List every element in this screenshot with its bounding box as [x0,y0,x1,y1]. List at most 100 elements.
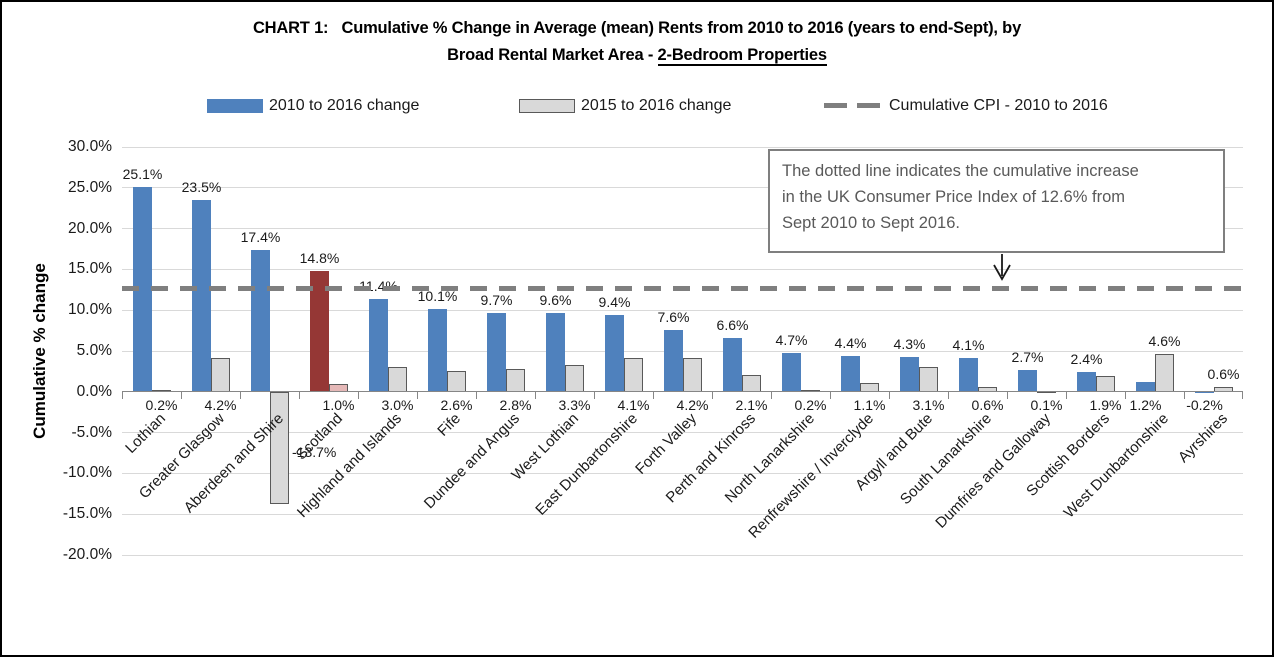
y-tick-label: -5.0% [71,423,113,441]
gridline [122,513,1243,515]
x-axis-tick [948,391,949,399]
bar-label: 4.2% [676,396,709,413]
bar-label: 6.6% [716,316,749,333]
x-axis-tick [1066,391,1067,399]
cpi-dashed-line [122,286,1243,292]
y-tick-label: 30.0% [68,138,112,155]
bar-label: 0.2% [145,396,178,413]
bar-2015-2016-west-dunbartonshire [1155,354,1174,392]
bar-label: 10.1% [417,288,458,305]
bar-label: 0.6% [971,396,1004,413]
gridline [122,268,1243,270]
bar-label: 9.6% [539,292,572,309]
x-axis-tick [830,391,831,399]
bar-label: 4.2% [204,396,237,413]
x-axis-tick [476,391,477,399]
bar-2010-2016-scotland [310,271,329,392]
bar-label: 1.9% [1089,396,1122,413]
legend-label-cpi: Cumulative CPI - 2010 to 2016 [889,97,1108,114]
bar-2015-2016-greater-glasgow [211,357,230,392]
annotation-arrow-icon [993,254,1011,281]
y-tick-label: -10.0% [62,464,112,482]
bar-label: 0.2% [794,396,827,413]
bar-2010-2016-greater-glasgow [192,200,211,392]
bar-2015-2016-west-lothian [565,364,584,392]
bar-2010-2016-renfrewshire-inverclyde [841,355,860,392]
legend-swatch-2015-2016 [519,99,575,113]
bar-2010-2016-argyll-and-bute [900,356,919,392]
chart-title: CHART 1: Cumulative % Change in Average … [2,15,1272,69]
bar-label: 0.1% [1030,396,1063,413]
bar-label: 1.2% [1129,396,1162,413]
gridline [122,228,1243,230]
bar-2010-2016-ayrshires [1195,391,1214,394]
bar-2010-2016-perth-and-kinross [723,337,742,392]
bar-label: 2.4% [1070,351,1103,368]
bar-label: 17.4% [240,228,281,245]
bar-label: 2.7% [1011,348,1044,365]
bar-2010-2016-dundee-and-angus [487,312,506,392]
legend-label-2010-2016: 2010 to 2016 change [269,97,420,114]
chart-title-line1: CHART 1: Cumulative % Change in Average … [252,19,1022,37]
x-axis-tick [653,391,654,399]
bar-label: 3.3% [558,396,591,413]
bar-label: 1.0% [322,396,355,413]
bar-2010-2016-dumfries-and-galloway [1018,369,1037,392]
x-axis-tick [712,391,713,399]
y-tick-label: 20.0% [68,219,112,237]
chart-title-underlined: 2-Bedroom Properties [657,46,827,66]
bar-label: -0.2% [1186,396,1223,413]
bar-2015-2016-argyll-and-bute [919,366,938,392]
x-axis-tick [1125,391,1126,399]
gridline [122,554,1243,556]
x-axis-tick [181,391,182,399]
bar-label: 23.5% [181,179,222,196]
x-axis-tick [1184,391,1185,399]
x-axis-line [122,391,1243,393]
gridline [122,472,1243,474]
bar-2010-2016-aberdeen-and-shire [251,249,270,392]
legend-label-2015-2016: 2015 to 2016 change [581,97,732,114]
x-axis-tick [122,391,123,399]
bar-2015-2016-scottish-borders [1096,376,1115,392]
bar-label: 14.8% [299,250,340,267]
bar-label: 9.7% [480,291,513,308]
bar-label: 4.3% [893,335,926,352]
plot-area: 30.0% 25.0% 20.0% 15.0% 10.0% 5.0% 0.0% -5.0% -1… [63,138,1243,563]
bar-label: 4.1% [617,396,650,413]
bar-2010-2016-scottish-borders [1077,372,1096,392]
legend-swatch-cpi-dashed-line [824,103,880,108]
y-tick-label: -15.0% [62,505,112,523]
bar-label: 4.4% [834,334,867,351]
bar-label: 7.6% [657,308,690,325]
bar-2015-2016-scotland [329,383,348,392]
bar-2015-2016-dundee-and-angus [506,368,525,392]
y-tick-label: 25.0% [68,178,112,196]
bar-label: 2.1% [735,396,768,413]
x-axis-tick [1242,391,1243,399]
gridline [122,187,1243,189]
x-axis-tick [358,391,359,399]
chart-title-line2: Broad Rental Market Area - 2-Bedroom Pro… [447,46,827,66]
x-axis-tick [771,391,772,399]
y-tick-label: -20.0% [62,546,112,563]
x-axis-tick [240,391,241,399]
bar-2010-2016-west-lothian [546,313,565,392]
bar-2010-2016-fife [428,309,447,392]
bar-label: 2.6% [440,396,473,413]
bar-2010-2016-forth-valley [664,329,683,392]
x-axis-tick [299,391,300,399]
y-tick-label: 5.0% [76,342,112,359]
bar-2015-2016-south-lanarkshire [978,386,997,392]
gridline [122,309,1243,311]
bar-label: 9.4% [598,294,631,311]
bar-label: 3.0% [381,396,414,413]
bar-2010-2016-west-dunbartonshire [1136,382,1155,392]
gridline [122,146,1243,148]
annotation-box: The dotted line indicates the cumulative… [768,149,1225,253]
legend-swatch-2010-2016 [207,99,263,113]
x-axis-tick [594,391,595,399]
bar-2015-2016-east-dunbartonshire [624,358,643,392]
bar-label: 4.7% [775,332,808,349]
